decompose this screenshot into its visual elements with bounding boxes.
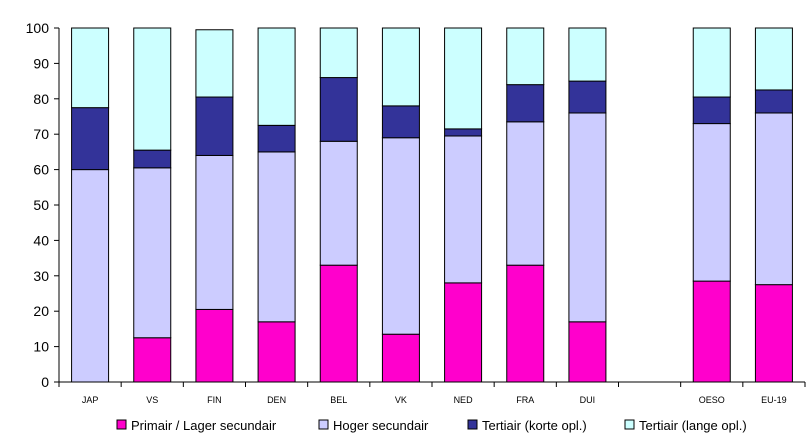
legend-label: Tertiair (korte opl.) xyxy=(482,418,587,433)
bar-segment xyxy=(319,140,358,266)
bar-segment xyxy=(133,27,172,151)
bar-segment xyxy=(257,27,296,126)
x-tick-label: FRA xyxy=(516,395,534,405)
bar-segment xyxy=(568,321,607,383)
bar-segment xyxy=(381,333,420,383)
bar-segment xyxy=(692,280,731,383)
bar-segment xyxy=(195,308,234,383)
bar-segment xyxy=(133,337,172,383)
bar-segment xyxy=(444,282,483,383)
x-tick-label: EU-19 xyxy=(761,395,787,405)
bar-segment xyxy=(754,27,793,91)
bar-segment xyxy=(692,27,731,98)
x-tick-label: OESO xyxy=(699,395,725,405)
legend-label: Primair / Lager secundair xyxy=(131,418,277,433)
bar-segment xyxy=(444,135,483,284)
y-tick-label: 30 xyxy=(33,268,49,284)
y-tick-label: 10 xyxy=(33,339,49,355)
bar-segment xyxy=(568,27,607,82)
bar-segment xyxy=(71,27,110,109)
x-tick-label: FIN xyxy=(207,395,222,405)
x-tick-label: VK xyxy=(395,395,407,405)
x-tick-label: VS xyxy=(146,395,158,405)
bar-segment xyxy=(754,284,793,383)
x-tick-label: JAP xyxy=(82,395,99,405)
legend-swatch xyxy=(624,419,635,430)
bar-segment xyxy=(506,84,545,123)
bar-segment xyxy=(381,137,420,335)
bar-segment xyxy=(319,264,358,383)
x-tick-label: BEL xyxy=(330,395,347,405)
bar-segment xyxy=(319,27,358,79)
legend-swatch xyxy=(116,419,127,430)
bar-segment xyxy=(692,123,731,282)
chart-axes xyxy=(54,27,806,387)
x-tick-label: DUI xyxy=(580,395,596,405)
bar-segment xyxy=(71,107,110,171)
bar-segment xyxy=(319,77,358,142)
bar-segment xyxy=(568,112,607,323)
bar-segment xyxy=(506,27,545,86)
legend-swatch xyxy=(318,419,329,430)
x-tick-label: DEN xyxy=(267,395,286,405)
bar-segment xyxy=(257,151,296,323)
bar-segment xyxy=(506,264,545,383)
bar-segment xyxy=(754,112,793,286)
bar-segment xyxy=(754,89,793,114)
bar-segment xyxy=(692,96,731,125)
legend-label: Tertiair (lange opl.) xyxy=(639,418,747,433)
bar-segment xyxy=(195,154,234,310)
y-tick-label: 100 xyxy=(26,20,50,36)
bar-segment xyxy=(133,149,172,169)
bar-segment xyxy=(257,321,296,383)
y-tick-label: 50 xyxy=(33,197,49,213)
y-tick-label: 80 xyxy=(33,91,49,107)
y-tick-label: 20 xyxy=(33,303,49,319)
chart-labels: 0 10 20 30 40 50 60 70 80 90 100 JAP VS FIN DEN BEL VK NE… xyxy=(26,20,787,405)
bar-segment xyxy=(444,27,483,130)
legend-swatch xyxy=(467,419,478,430)
bar-segment xyxy=(568,80,607,114)
y-tick-label: 0 xyxy=(41,374,49,390)
x-tick-label: NED xyxy=(454,395,474,405)
bar-segment xyxy=(444,128,483,137)
bar-segment xyxy=(381,27,420,107)
bar-segment xyxy=(195,29,234,98)
bar-segment xyxy=(133,167,172,339)
y-tick-label: 70 xyxy=(33,126,49,142)
chart-legend: Primair / Lager secundair Hoger secundair… xyxy=(116,418,747,433)
legend-label: Hoger secundair xyxy=(333,418,429,433)
y-tick-label: 60 xyxy=(33,162,49,178)
bar-segment xyxy=(506,121,545,266)
bar-segment xyxy=(195,96,234,156)
bar-segment xyxy=(381,105,420,139)
chart-bars xyxy=(71,27,793,383)
y-tick-label: 90 xyxy=(33,55,49,71)
bar-segment xyxy=(257,124,296,153)
y-tick-label: 40 xyxy=(33,232,49,248)
bar-segment xyxy=(71,169,110,383)
